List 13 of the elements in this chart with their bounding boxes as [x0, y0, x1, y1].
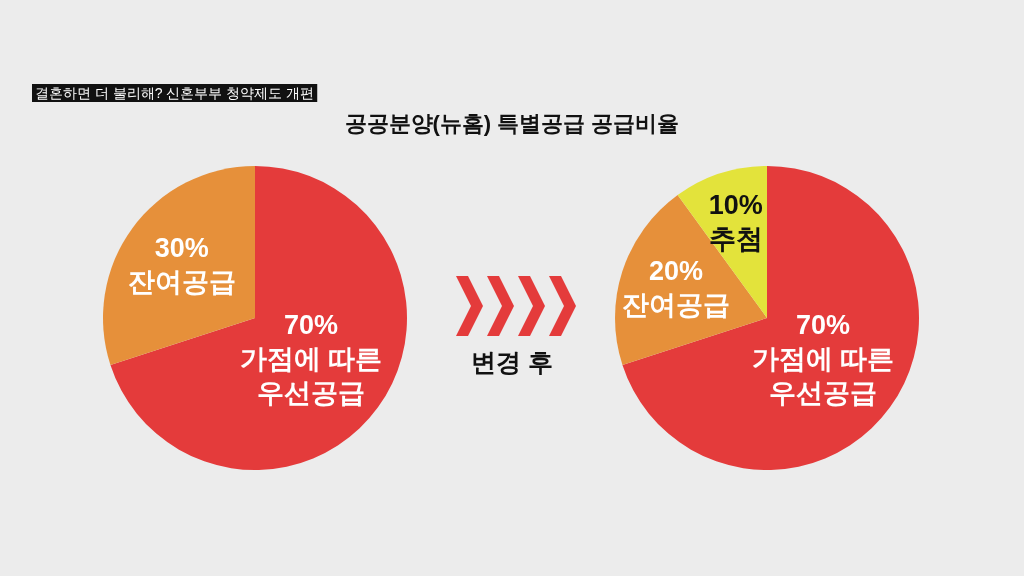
slice-label: 잔여공급 — [621, 290, 730, 321]
slice-label: 추첨 — [708, 223, 763, 254]
text: 공공분양(뉴홈) 특별공급 공급비율 — [344, 110, 680, 136]
text: 변경 후 — [471, 348, 553, 376]
data-label: 10% — [708, 189, 763, 220]
data-label: 70% — [795, 309, 850, 340]
data-label: 20% — [648, 256, 703, 287]
chart-subtitle: 결혼하면 더 불리해? 신혼부부 청약제도 개편 — [35, 85, 315, 101]
slice-label: 잔여공급 — [127, 266, 236, 297]
data-label: 70% — [283, 309, 338, 340]
data-label: 30% — [154, 232, 209, 263]
slice-label: 가점에 따른 우선공급 — [239, 343, 383, 408]
slice-label: 가점에 따른 우선공급 — [751, 343, 895, 408]
